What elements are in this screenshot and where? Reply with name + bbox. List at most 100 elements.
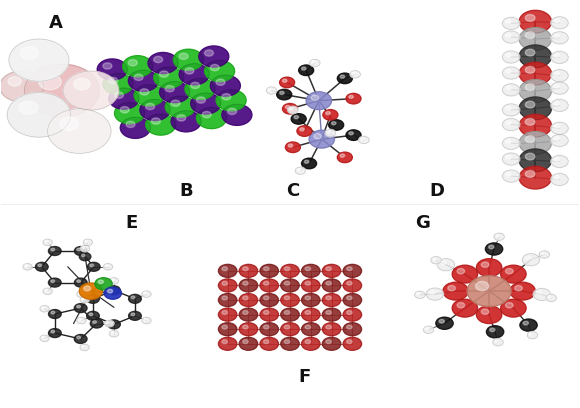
Circle shape — [519, 80, 552, 102]
Circle shape — [74, 278, 87, 287]
Circle shape — [502, 67, 520, 79]
Circle shape — [86, 294, 99, 303]
Circle shape — [260, 293, 278, 306]
Circle shape — [260, 308, 278, 321]
Circle shape — [81, 245, 90, 252]
Circle shape — [74, 246, 87, 255]
Circle shape — [467, 276, 511, 306]
Circle shape — [222, 104, 252, 125]
Circle shape — [77, 317, 86, 324]
Circle shape — [554, 137, 559, 140]
Circle shape — [493, 339, 503, 346]
Circle shape — [63, 71, 118, 110]
Circle shape — [494, 233, 504, 240]
Circle shape — [533, 288, 550, 301]
Circle shape — [142, 291, 151, 297]
Circle shape — [108, 320, 120, 329]
Circle shape — [302, 293, 320, 306]
Circle shape — [260, 279, 278, 292]
Circle shape — [120, 117, 150, 138]
Circle shape — [502, 104, 520, 116]
Circle shape — [551, 82, 568, 94]
Text: E: E — [125, 214, 137, 232]
Circle shape — [430, 290, 435, 294]
Circle shape — [242, 310, 248, 315]
Circle shape — [110, 322, 114, 324]
Text: B: B — [179, 182, 193, 200]
Circle shape — [269, 88, 271, 91]
Circle shape — [481, 262, 489, 267]
Circle shape — [263, 296, 269, 300]
Circle shape — [305, 310, 311, 315]
Circle shape — [222, 296, 227, 300]
Circle shape — [111, 332, 114, 334]
Circle shape — [554, 102, 559, 105]
Circle shape — [128, 60, 137, 66]
Circle shape — [326, 282, 331, 285]
Circle shape — [519, 97, 552, 120]
Circle shape — [338, 152, 352, 163]
Circle shape — [74, 304, 87, 313]
Circle shape — [325, 129, 336, 137]
Circle shape — [311, 61, 315, 63]
Circle shape — [322, 337, 341, 350]
Circle shape — [77, 291, 86, 297]
Circle shape — [519, 62, 552, 85]
Circle shape — [280, 77, 295, 88]
Circle shape — [263, 282, 269, 285]
Circle shape — [349, 132, 353, 135]
Circle shape — [154, 67, 184, 88]
Circle shape — [305, 282, 311, 285]
Circle shape — [103, 73, 133, 95]
Circle shape — [347, 310, 352, 315]
Circle shape — [436, 317, 453, 329]
Circle shape — [457, 268, 465, 274]
Circle shape — [302, 323, 320, 336]
Circle shape — [191, 82, 200, 89]
Circle shape — [305, 340, 311, 344]
Circle shape — [519, 166, 552, 189]
Circle shape — [551, 32, 568, 44]
Circle shape — [82, 297, 85, 299]
Circle shape — [489, 245, 494, 249]
Circle shape — [84, 286, 90, 291]
Circle shape — [49, 310, 61, 319]
Circle shape — [82, 246, 85, 248]
Circle shape — [84, 239, 93, 246]
Circle shape — [281, 323, 299, 336]
Text: A: A — [49, 13, 63, 31]
Circle shape — [239, 323, 258, 336]
Circle shape — [501, 265, 526, 283]
Circle shape — [490, 328, 495, 332]
Circle shape — [216, 90, 246, 111]
Circle shape — [219, 337, 237, 350]
Circle shape — [305, 325, 311, 329]
Circle shape — [525, 84, 535, 91]
Circle shape — [525, 118, 535, 125]
Circle shape — [343, 337, 361, 350]
Circle shape — [506, 69, 511, 73]
Circle shape — [347, 325, 352, 329]
Circle shape — [523, 321, 528, 325]
Circle shape — [146, 114, 176, 135]
Circle shape — [285, 105, 290, 109]
Circle shape — [502, 31, 520, 43]
Circle shape — [487, 326, 504, 338]
Circle shape — [23, 264, 32, 270]
Circle shape — [89, 313, 93, 316]
Circle shape — [185, 78, 215, 100]
Circle shape — [90, 319, 103, 328]
Circle shape — [340, 75, 345, 78]
Circle shape — [109, 88, 139, 109]
Circle shape — [78, 319, 81, 320]
Circle shape — [327, 131, 330, 133]
Circle shape — [554, 53, 559, 57]
Circle shape — [551, 173, 568, 186]
Circle shape — [107, 322, 109, 324]
Circle shape — [239, 337, 258, 350]
Text: C: C — [287, 182, 299, 200]
Circle shape — [263, 267, 269, 271]
Circle shape — [347, 296, 352, 300]
Circle shape — [306, 92, 332, 110]
Circle shape — [346, 93, 361, 104]
